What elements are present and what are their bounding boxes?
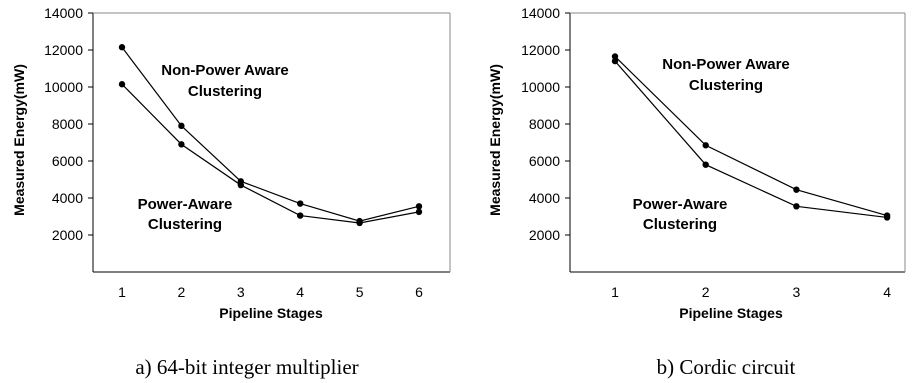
b-series-2-point bbox=[883, 214, 891, 221]
b-annotation-nonpower-line2: Clustering bbox=[689, 77, 763, 94]
a-series-2-point bbox=[415, 208, 423, 216]
a-annotation-power-line2: Clustering bbox=[148, 216, 222, 233]
a-xlabel: Pipeline Stages bbox=[219, 305, 323, 321]
b-xtick-label: 3 bbox=[793, 284, 801, 300]
b-series-1-line bbox=[614, 56, 888, 217]
b-ytick-label: 6000 bbox=[529, 153, 560, 169]
a-ytick-label: 6000 bbox=[52, 153, 83, 169]
b-series-2-point bbox=[611, 57, 619, 65]
chart-a: 2000 4000 6000 8000 10000 12000 14000 1 2 3 4 5 6 M… bbox=[11, 5, 451, 379]
b-annotation-nonpower-line1: Non-Power Aware bbox=[662, 56, 790, 73]
a-series-1-point bbox=[118, 44, 126, 51]
a-series-1-point bbox=[297, 200, 304, 207]
b-ytick-label: 8000 bbox=[529, 116, 560, 132]
b-ytick-label: 10000 bbox=[521, 79, 560, 95]
a-ytick-label: 4000 bbox=[52, 190, 83, 206]
b-series-1-point bbox=[702, 142, 709, 149]
a-xtick-label: 6 bbox=[415, 284, 423, 300]
b-annotation-power-line2: Clustering bbox=[643, 216, 717, 233]
a-series-1-point bbox=[415, 203, 423, 210]
a-ytick-label: 8000 bbox=[52, 116, 83, 132]
b-xlabel: Pipeline Stages bbox=[679, 305, 783, 321]
a-series-2-point bbox=[178, 141, 185, 148]
a-ylabel: Measured Energy(mW) bbox=[11, 64, 27, 216]
b-series-2-line bbox=[614, 60, 888, 219]
a-xtick-label: 3 bbox=[237, 284, 245, 300]
a-series-1-point bbox=[178, 122, 185, 130]
a-ytick-label: 14000 bbox=[44, 5, 83, 21]
b-annotation-power-line1: Power-Aware bbox=[633, 196, 728, 213]
a-series-2-point bbox=[118, 81, 126, 88]
a-caption: a) 64-bit integer multiplier bbox=[135, 355, 358, 379]
b-ylabel: Measured Energy(mW) bbox=[487, 64, 503, 216]
chart-b: 2000 4000 6000 8000 10000 12000 14000 1 2 3 4 Mea… bbox=[487, 5, 906, 379]
b-ytick-label: 4000 bbox=[529, 190, 560, 206]
a-series-2-line bbox=[121, 83, 420, 224]
b-caption: b) Cordic circuit bbox=[657, 355, 796, 379]
a-xtick-label: 5 bbox=[356, 284, 364, 300]
a-xtick-label: 1 bbox=[118, 284, 126, 300]
b-series-2-point bbox=[793, 203, 800, 210]
a-ytick-label: 2000 bbox=[52, 227, 83, 243]
a-annotation-nonpower-line2: Clustering bbox=[188, 83, 262, 100]
a-series-2-point bbox=[237, 181, 244, 189]
a-annotation-nonpower-line1: Non-Power Aware bbox=[161, 62, 289, 79]
b-series-2-point bbox=[702, 161, 709, 168]
b-xtick-label: 1 bbox=[611, 284, 619, 300]
a-ytick-label: 12000 bbox=[44, 42, 83, 58]
a-series-2-point bbox=[356, 219, 363, 227]
a-series-2-point bbox=[297, 212, 304, 219]
a-annotation-power-line1: Power-Aware bbox=[138, 196, 233, 213]
b-xtick-label: 2 bbox=[702, 284, 710, 300]
b-series-1-point bbox=[793, 186, 800, 193]
b-series-1-point bbox=[611, 53, 619, 60]
b-ytick-label: 2000 bbox=[529, 227, 560, 243]
a-ytick-label: 10000 bbox=[44, 79, 83, 95]
a-xtick-label: 2 bbox=[178, 284, 186, 300]
a-series-1-line bbox=[121, 46, 420, 222]
b-xtick-label: 4 bbox=[883, 284, 891, 300]
b-ytick-label: 14000 bbox=[521, 5, 560, 21]
a-xtick-label: 4 bbox=[296, 284, 304, 300]
b-ytick-label: 12000 bbox=[521, 42, 560, 58]
